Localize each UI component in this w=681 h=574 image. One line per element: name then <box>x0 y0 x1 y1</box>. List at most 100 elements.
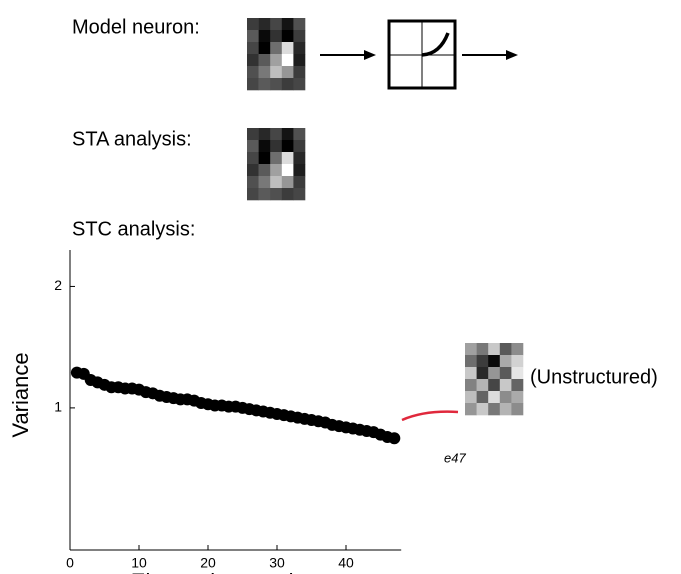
pixel <box>488 355 501 368</box>
pixel <box>511 355 524 368</box>
annotation: e47 <box>444 450 466 465</box>
pixel <box>270 78 283 91</box>
image-label: (Unstructured) <box>530 366 658 388</box>
annotation-curve <box>401 410 459 422</box>
pixel <box>247 164 259 177</box>
pixel <box>270 30 283 43</box>
pixel <box>281 152 294 165</box>
panel-label: STA analysis: <box>72 128 192 150</box>
pixel <box>293 128 306 141</box>
pixel <box>247 140 259 153</box>
pixel <box>258 164 271 177</box>
pixel <box>293 140 306 153</box>
y-axis-label: Variance <box>8 352 33 437</box>
pixel <box>488 391 501 404</box>
pixel <box>465 391 477 404</box>
filter-image <box>247 128 306 201</box>
pixel <box>281 128 294 141</box>
pixel <box>247 188 259 201</box>
pixel <box>476 355 489 368</box>
pixel <box>499 379 512 392</box>
x-tick-label: 40 <box>338 555 354 571</box>
pixel <box>476 403 489 416</box>
arrow <box>462 50 518 60</box>
pixel <box>258 42 271 55</box>
pixel <box>270 42 283 55</box>
pixel <box>511 367 524 380</box>
pixel <box>476 343 489 356</box>
point <box>388 432 401 445</box>
pixel <box>499 343 512 356</box>
pixel <box>293 164 306 177</box>
pixel <box>270 128 283 141</box>
pixel <box>247 30 259 43</box>
pixel <box>270 188 283 201</box>
arrow <box>320 50 376 60</box>
pixel <box>476 379 489 392</box>
pixel <box>499 391 512 404</box>
plot: 12010203040Eigenvalue numberVariancee47(… <box>8 250 658 574</box>
pixel <box>488 403 501 416</box>
pixel <box>465 355 477 368</box>
pixel <box>281 188 294 201</box>
x-tick-label: 10 <box>131 555 147 571</box>
panel-label: STC analysis: <box>72 218 195 240</box>
pixel <box>270 54 283 67</box>
pixel <box>247 54 259 67</box>
pixel <box>258 78 271 91</box>
pixel <box>270 140 283 153</box>
pixel <box>270 164 283 177</box>
pixel <box>293 54 306 67</box>
pixel <box>293 152 306 165</box>
pixel <box>499 355 512 368</box>
pixel <box>270 66 283 79</box>
pixel <box>476 391 489 404</box>
pixel <box>247 128 259 141</box>
pixel <box>281 176 294 189</box>
pixel <box>247 176 259 189</box>
pixel <box>465 367 477 380</box>
pixel <box>488 343 501 356</box>
pixel <box>258 30 271 43</box>
pixel <box>258 54 271 67</box>
pixel <box>247 42 259 55</box>
pixel <box>281 164 294 177</box>
pixel <box>258 188 271 201</box>
x-axis-label: Eigenvalue number <box>131 569 321 574</box>
y-tick-label: 1 <box>54 399 62 415</box>
pixel <box>511 343 524 356</box>
x-tick-label: 0 <box>66 555 74 571</box>
pixel <box>281 54 294 67</box>
pixel <box>293 42 306 55</box>
pixel <box>476 367 489 380</box>
pixel <box>258 152 271 165</box>
pixel <box>488 367 501 380</box>
pixel <box>270 152 283 165</box>
pixel <box>281 42 294 55</box>
pixel <box>258 128 271 141</box>
x-tick-label: 20 <box>200 555 216 571</box>
pixel <box>293 78 306 91</box>
pixel <box>281 66 294 79</box>
pixel <box>511 391 524 404</box>
pixel <box>281 30 294 43</box>
pixel <box>258 66 271 79</box>
pixel <box>281 78 294 91</box>
pixel <box>293 176 306 189</box>
pixel <box>258 176 271 189</box>
pixel <box>511 403 524 416</box>
nonlinearity-box <box>387 19 457 90</box>
pixel <box>281 140 294 153</box>
filter-image <box>465 343 524 416</box>
pixel <box>465 343 477 356</box>
pixel <box>499 403 512 416</box>
pixel <box>247 78 259 91</box>
pixel <box>293 66 306 79</box>
y-tick-label: 2 <box>54 277 62 293</box>
pixel <box>293 18 306 31</box>
pixel <box>270 18 283 31</box>
pixel <box>247 66 259 79</box>
pixel <box>247 18 259 31</box>
pixel <box>247 152 259 165</box>
